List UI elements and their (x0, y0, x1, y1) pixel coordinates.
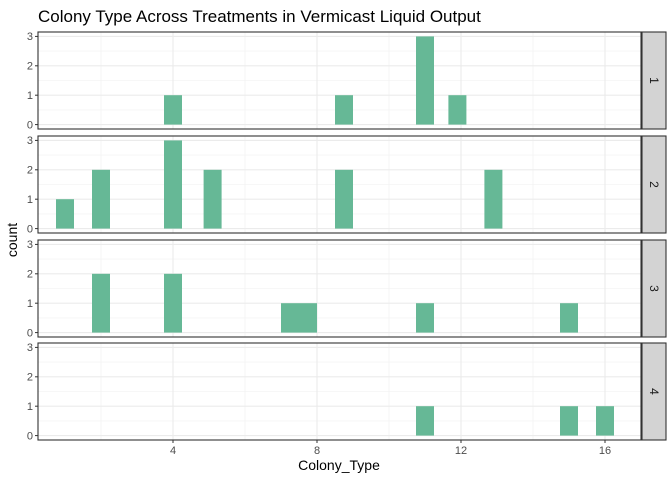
facet-strip-label: 1 (647, 77, 661, 84)
histogram-bar (56, 199, 74, 229)
y-tick-label: 3 (27, 239, 33, 251)
y-tick-label: 3 (27, 135, 33, 147)
histogram-bar (92, 273, 110, 333)
y-axis-title: count (4, 223, 20, 257)
facet-strip (641, 239, 667, 338)
facet-strip (641, 342, 667, 441)
facet-panel-4: 0 1 2 3 4 (27, 342, 667, 442)
histogram-bar (560, 406, 578, 436)
y-tick-label: 0 (27, 119, 33, 131)
x-tick-label: 4 (170, 445, 176, 457)
panel-border (37, 135, 642, 234)
histogram-bar (596, 406, 614, 436)
x-tick-label: 8 (314, 445, 320, 457)
histogram-bar (164, 95, 182, 125)
histogram-bar (416, 36, 434, 125)
histogram-bar (203, 169, 222, 229)
panel-border (37, 239, 642, 338)
y-tick-label: 1 (27, 298, 33, 310)
histogram-bar (299, 303, 317, 333)
y-tick-label: 0 (27, 430, 33, 442)
panel-border (37, 342, 642, 441)
facet-strip-label: 4 (647, 388, 661, 395)
histogram-bar (416, 406, 434, 436)
histogram-bar (335, 95, 353, 125)
facet-panel-2: 0 1 2 3 2 (27, 135, 667, 235)
facet-panels: 0 1 2 3 1 0 1 2 3 2 0 1 2 3 3 0 1 2 3 4 (27, 31, 667, 442)
histogram-bar (484, 169, 503, 229)
y-tick-label: 2 (27, 61, 33, 73)
x-axis: 4 8 12 16 (170, 440, 611, 457)
y-tick-label: 2 (27, 269, 33, 281)
histogram-bar (92, 169, 110, 229)
facet-strip (641, 135, 667, 234)
y-tick-label: 0 (27, 327, 33, 339)
histogram-bar (448, 95, 467, 125)
histogram-bar (335, 169, 353, 229)
facet-strip-label: 3 (647, 285, 661, 292)
chart-title: Colony Type Across Treatments in Vermica… (38, 7, 481, 26)
y-tick-label: 1 (27, 90, 33, 102)
y-tick-label: 2 (27, 372, 33, 384)
y-tick-label: 2 (27, 165, 33, 177)
facet-strip-label: 2 (647, 181, 661, 188)
histogram-bar (164, 140, 182, 229)
y-tick-label: 3 (27, 31, 33, 43)
y-tick-label: 3 (27, 342, 33, 354)
y-tick-label: 0 (27, 223, 33, 235)
panel-border (37, 31, 642, 130)
facet-strip (641, 31, 667, 130)
histogram-bar (560, 303, 578, 333)
histogram-bar (416, 303, 434, 333)
facet-panel-1: 0 1 2 3 1 (27, 31, 667, 131)
histogram-bar (164, 273, 182, 333)
y-tick-label: 1 (27, 401, 33, 413)
x-tick-label: 16 (599, 445, 611, 457)
histogram-bar (281, 303, 299, 333)
x-tick-label: 12 (455, 445, 467, 457)
y-tick-label: 1 (27, 194, 33, 206)
facet-panel-3: 0 1 2 3 3 (27, 239, 667, 339)
x-axis-title: Colony_Type (298, 457, 380, 473)
